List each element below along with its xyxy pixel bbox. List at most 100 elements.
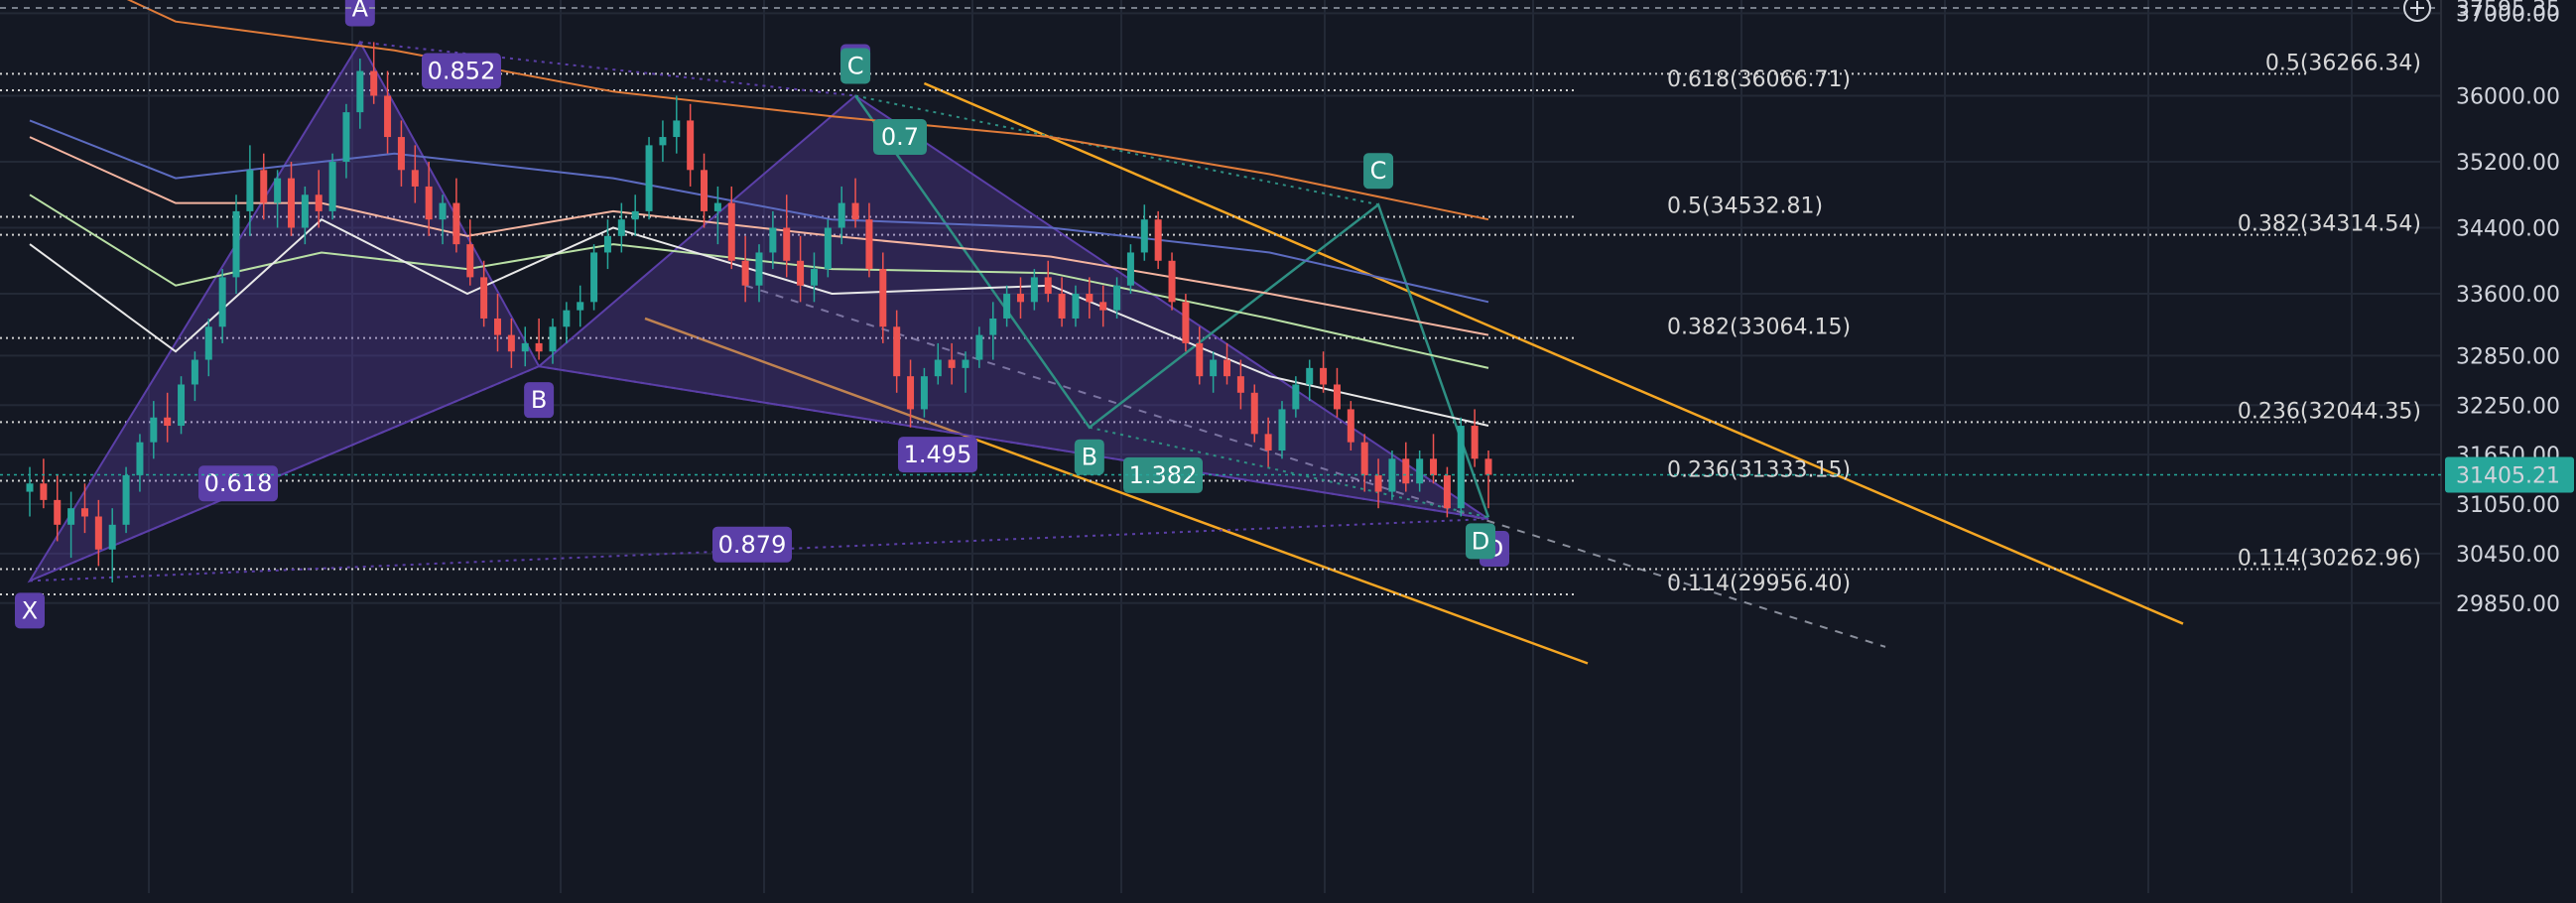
teal-harmonic-pattern [854, 94, 1490, 519]
candle [1402, 442, 1410, 492]
candle [1360, 434, 1368, 492]
candle [204, 318, 212, 377]
teal-ratio-line-0 [854, 94, 1379, 206]
candle [1333, 367, 1341, 418]
candle [136, 434, 144, 492]
candle [1058, 277, 1066, 327]
candle [1044, 260, 1052, 303]
candle [659, 120, 667, 162]
fib-label-2: 0.382(33064.15) [1667, 316, 1851, 340]
channel-lower [644, 317, 1589, 665]
candle [1250, 384, 1258, 443]
candle [948, 342, 956, 385]
moving-average-1 [29, 119, 1489, 304]
candle [837, 186, 845, 245]
candle [480, 260, 488, 327]
candle [1306, 359, 1314, 402]
candle [1347, 401, 1354, 451]
candle [108, 508, 116, 583]
fib-label-1: 0.5(34532.81) [1667, 194, 1823, 218]
candle [1278, 401, 1286, 459]
fib-label-6: 0.382(34314.54) [2238, 212, 2421, 237]
candle [1196, 326, 1204, 385]
current-price-label: 31405.21 [2456, 463, 2560, 488]
candle [452, 178, 460, 253]
candle [1320, 351, 1328, 393]
candle [727, 186, 735, 270]
candle [1113, 277, 1121, 319]
grid [0, 0, 2441, 893]
svg-text:C: C [847, 52, 864, 79]
candle [603, 219, 611, 270]
price-tick-11: 29850.00 [2456, 592, 2560, 617]
candle [1168, 252, 1176, 311]
trend-channel [644, 81, 2184, 665]
purple-point-x-label: X [15, 592, 45, 629]
candle [962, 351, 969, 393]
svg-text:0.618: 0.618 [204, 469, 273, 497]
candle [907, 359, 915, 428]
svg-text:0.7: 0.7 [881, 123, 919, 151]
candle [384, 70, 392, 154]
price-tick-6: 32850.00 [2456, 344, 2560, 369]
candle [590, 244, 598, 311]
purple-ratio-0852: 0.852 [422, 53, 501, 89]
candle [1224, 342, 1231, 385]
candle [397, 120, 405, 187]
candle [315, 170, 322, 228]
candle [439, 194, 447, 245]
add-alert-plus-icon[interactable] [2403, 0, 2431, 22]
purple-ratio-0879: 0.879 [712, 526, 792, 563]
candle [549, 318, 557, 364]
price-tick-2: 36000.00 [2456, 84, 2560, 109]
teal-point-label-2: C [1363, 153, 1394, 190]
candle [631, 194, 639, 236]
fib-label-8: 0.114(30262.96) [2238, 546, 2421, 571]
purple-ratio-0618: 0.618 [198, 465, 278, 502]
purple-ratio-line-2 [538, 365, 1489, 520]
fib-label-7: 0.236(32044.35) [2238, 399, 2421, 424]
candle [411, 145, 419, 203]
candle [40, 458, 48, 509]
svg-text:D: D [1472, 527, 1489, 555]
candle [769, 210, 777, 270]
svg-text:B: B [1082, 444, 1097, 471]
candle [1236, 359, 1244, 410]
price-axis-bg [2441, 0, 2576, 903]
svg-text:B: B [531, 386, 547, 414]
candle [879, 252, 887, 343]
svg-text:0.879: 0.879 [718, 531, 787, 559]
teal-point-label-0: C [840, 48, 871, 84]
fib-label-0: 0.618(36066.71) [1667, 67, 1851, 92]
candle [1374, 458, 1382, 509]
purple-ratio-line-1 [359, 41, 856, 97]
candle [94, 499, 102, 567]
candle [824, 219, 832, 278]
candle [274, 170, 282, 228]
svg-text:0.852: 0.852 [428, 58, 496, 85]
candle [1016, 277, 1024, 319]
candle [1099, 285, 1107, 327]
moving-average-3 [29, 194, 1489, 369]
candle [521, 326, 529, 367]
candle [1140, 204, 1148, 261]
fib-levels: 0.618(36066.71) 0.5(34532.81) 0.382(33064.… [0, 51, 2421, 596]
current-price-badge [2445, 456, 2574, 493]
candle [797, 235, 805, 303]
purple-ratio-line-3 [29, 517, 1489, 582]
fib-label-4: 0.114(29956.40) [1667, 572, 1851, 596]
candle [741, 235, 749, 303]
candle [645, 137, 653, 220]
candle [328, 153, 336, 220]
purple-point-b-label: B [524, 382, 555, 419]
teal-zigzag [854, 94, 1490, 518]
svg-text:C: C [1370, 157, 1387, 185]
candle [563, 302, 571, 343]
teal-point-label-1: B [1074, 439, 1104, 475]
candle [150, 401, 158, 459]
candle [701, 153, 708, 228]
candle [535, 318, 543, 360]
